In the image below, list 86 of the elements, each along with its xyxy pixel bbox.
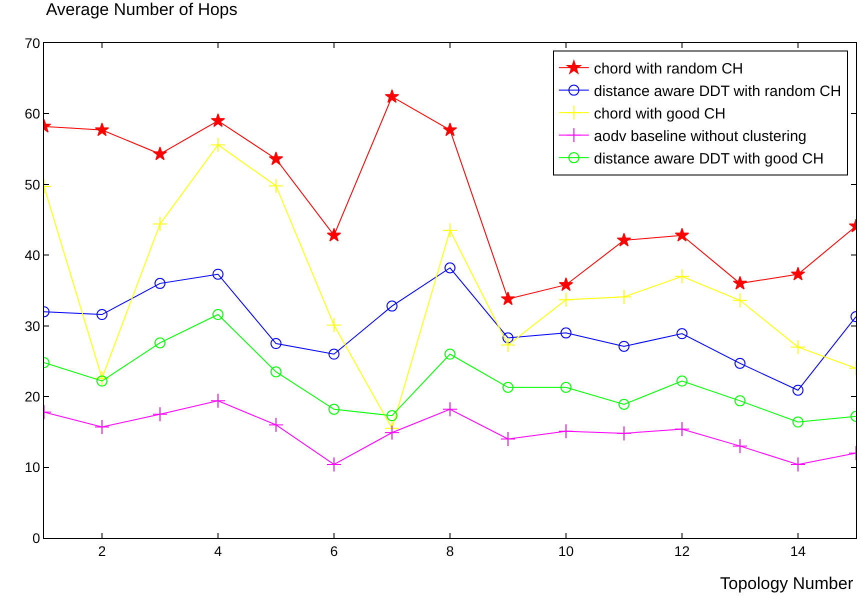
point (558, 292, 574, 308)
y-tick-label: 70 (24, 34, 40, 51)
point (444, 348, 456, 360)
legend-label: aodv baseline without clustering (594, 128, 807, 146)
point (210, 113, 226, 127)
point (734, 358, 746, 369)
point (442, 402, 458, 417)
x-tick-label: 10 (558, 542, 574, 559)
point (210, 393, 226, 408)
point (560, 327, 572, 338)
point (442, 122, 458, 136)
y-tick-label: 20 (24, 388, 40, 404)
legend-label: chord with good CH (594, 106, 726, 123)
point (268, 417, 284, 432)
point (500, 432, 516, 446)
legend-label: distance aware DDT with good CH (594, 150, 824, 168)
y-tick-label: 30 (24, 318, 40, 334)
legend-label: distance aware DDT with random CH (594, 83, 842, 100)
point (734, 395, 746, 406)
point (792, 416, 804, 428)
point (502, 332, 514, 344)
point (674, 228, 690, 242)
point (444, 262, 456, 274)
x-tick-label: 2 (98, 542, 106, 559)
point (212, 268, 224, 280)
point (502, 382, 514, 393)
point (500, 291, 516, 306)
point (790, 340, 806, 355)
point (154, 337, 166, 348)
y-tick-label: 0 (32, 530, 40, 546)
y-axis-title: Average Number of Hops (46, 0, 238, 19)
point (152, 146, 168, 160)
point (328, 404, 340, 415)
x-tick-label: 8 (446, 542, 454, 559)
point (618, 398, 630, 410)
legend-label: chord with random CH (594, 60, 744, 78)
point (618, 340, 630, 352)
point (96, 376, 108, 387)
point (674, 268, 690, 284)
point (326, 228, 342, 242)
point (616, 426, 632, 441)
point (94, 122, 110, 136)
point (386, 410, 398, 422)
point (674, 422, 690, 437)
point (270, 366, 282, 378)
point (790, 266, 806, 280)
point (326, 456, 342, 472)
point (96, 309, 108, 320)
point (384, 425, 400, 440)
x-axis-title: Topology Number (720, 574, 854, 593)
point (732, 292, 748, 308)
y-tick-label: 50 (24, 176, 40, 192)
point (94, 419, 110, 434)
point (152, 216, 168, 232)
x-tick-label: 14 (790, 542, 806, 559)
x-tick-label: 12 (674, 542, 690, 559)
point (212, 309, 224, 320)
point (94, 370, 110, 386)
point (500, 337, 516, 352)
point (386, 300, 398, 312)
point (676, 376, 688, 387)
point (268, 178, 284, 194)
point (560, 382, 572, 393)
point (326, 318, 342, 333)
point (616, 232, 632, 246)
point (732, 438, 748, 454)
point (558, 277, 574, 291)
point (328, 348, 340, 360)
point (790, 456, 806, 472)
point (676, 328, 688, 340)
y-tick-label: 60 (24, 106, 40, 122)
x-tick-label: 4 (214, 542, 222, 559)
point (154, 278, 166, 289)
x-tick-label: 6 (330, 542, 338, 559)
point (442, 222, 458, 238)
point (270, 338, 282, 350)
point (558, 424, 574, 439)
y-tick-label: 40 (24, 247, 40, 264)
point (384, 89, 400, 103)
point (792, 384, 804, 396)
point (616, 289, 632, 304)
point (152, 406, 168, 422)
point (210, 137, 226, 152)
y-tick-label: 10 (24, 459, 40, 476)
point (732, 276, 748, 290)
point (268, 151, 284, 166)
